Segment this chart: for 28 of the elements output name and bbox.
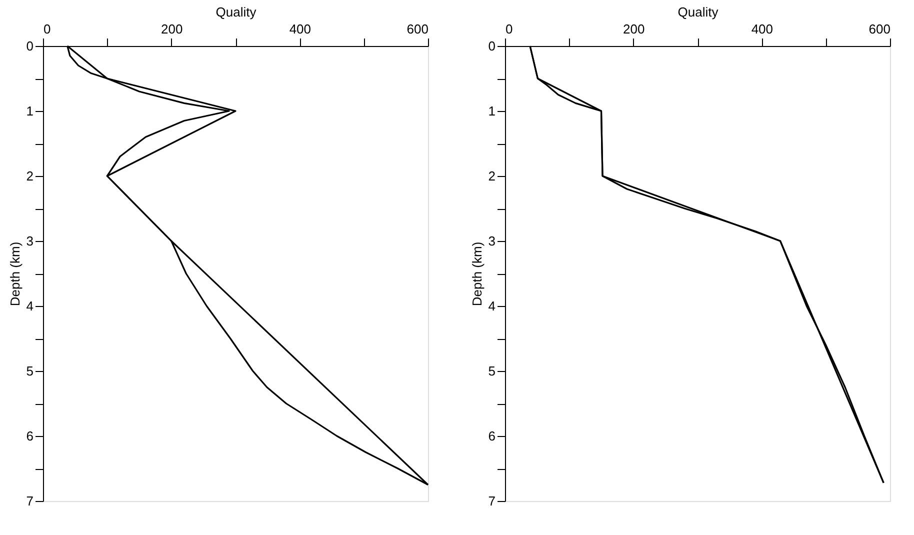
- y-tick-label: 4: [488, 298, 496, 314]
- y-tick-label: 1: [26, 104, 34, 118]
- y-tick-label: 1: [488, 104, 496, 118]
- x-tick-label: 200: [622, 22, 645, 36]
- y-tick-label: 4: [26, 298, 34, 314]
- y-tick-label: 7: [26, 494, 34, 508]
- x-tick-label: 400: [751, 22, 774, 36]
- y-tick-label: 0: [488, 38, 496, 54]
- y-axis-title: Depth (km): [469, 242, 484, 306]
- x-axis-title: Quality: [678, 4, 719, 20]
- y-tick-label: 2: [488, 168, 496, 184]
- x-axis-title: Quality: [216, 4, 257, 20]
- y-axis-title: Depth (km): [7, 242, 22, 306]
- x-tick-label: 600: [868, 22, 890, 36]
- x-tick-label: 200: [160, 22, 183, 36]
- y-tick-label: 0: [26, 38, 34, 54]
- y-tick-label: 3: [488, 234, 496, 248]
- y-tick-label: 5: [26, 364, 34, 378]
- x-tick-label: 0: [44, 22, 51, 36]
- y-tick-label: 7: [488, 494, 496, 508]
- y-tick-label: 5: [488, 364, 496, 378]
- x-tick-label: 400: [289, 22, 312, 36]
- x-tick-label: 600: [406, 22, 428, 36]
- y-tick-label: 3: [26, 234, 34, 248]
- y-tick-label: 2: [26, 168, 34, 184]
- y-tick-label: 6: [488, 428, 496, 444]
- y-tick-label: 6: [26, 428, 34, 444]
- x-tick-label: 0: [506, 22, 513, 36]
